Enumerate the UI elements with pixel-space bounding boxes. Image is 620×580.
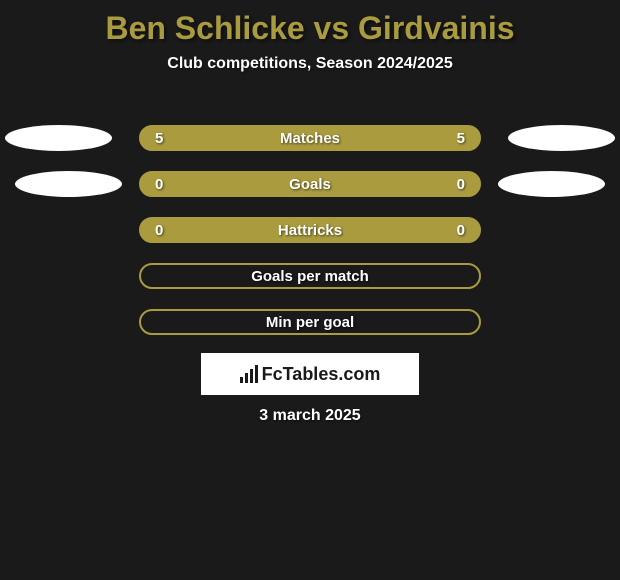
stat-right-value: 5	[457, 130, 465, 147]
stat-label: Min per goal	[266, 314, 354, 331]
stat-row-min-per-goal: Min per goal	[0, 309, 620, 355]
stat-left-value: 0	[155, 176, 163, 193]
stats-container: 5 Matches 5 0 Goals 0 0 Hattricks 0 Goal…	[0, 125, 620, 355]
stat-label: Matches	[280, 130, 340, 147]
stat-bar: 0 Goals 0	[139, 171, 481, 197]
right-ellipse	[498, 171, 605, 197]
stat-row-goals: 0 Goals 0	[0, 171, 620, 217]
stat-left-value: 0	[155, 222, 163, 239]
page-title: Ben Schlicke vs Girdvainis	[0, 0, 620, 55]
stat-bar: 0 Hattricks 0	[139, 217, 481, 243]
stat-row-matches: 5 Matches 5	[0, 125, 620, 171]
logo-text: FcTables.com	[240, 364, 381, 385]
stat-label: Hattricks	[278, 222, 342, 239]
right-ellipse	[508, 125, 615, 151]
logo-box: FcTables.com	[201, 353, 419, 395]
stat-label: Goals	[289, 176, 331, 193]
page-subtitle: Club competitions, Season 2024/2025	[0, 55, 620, 103]
stat-row-hattricks: 0 Hattricks 0	[0, 217, 620, 263]
stat-row-goals-per-match: Goals per match	[0, 263, 620, 309]
stat-label: Goals per match	[251, 268, 369, 285]
stat-left-value: 5	[155, 130, 163, 147]
logo-bars-icon	[240, 365, 258, 383]
stat-bar: Min per goal	[139, 309, 481, 335]
logo-label: FcTables.com	[262, 364, 381, 385]
stat-bar: Goals per match	[139, 263, 481, 289]
stat-bar: 5 Matches 5	[139, 125, 481, 151]
left-ellipse	[15, 171, 122, 197]
stat-right-value: 0	[457, 222, 465, 239]
stat-right-value: 0	[457, 176, 465, 193]
date-text: 3 march 2025	[0, 407, 620, 425]
left-ellipse	[5, 125, 112, 151]
